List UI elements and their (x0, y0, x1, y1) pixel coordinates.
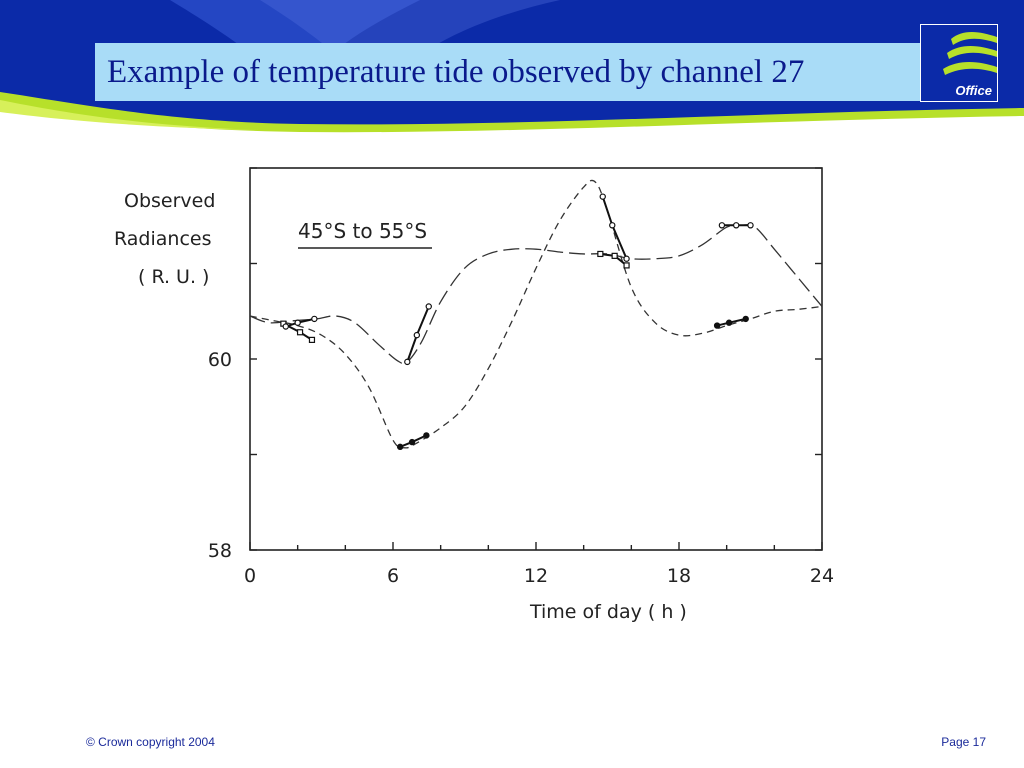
label-layer: 0 6 12 18 24 58 60 (208, 349, 834, 587)
observation-point (747, 222, 754, 229)
ylabel-line-3: ( R. U. ) (138, 266, 209, 288)
x-tick-label: 6 (387, 565, 399, 587)
observation-layer (280, 193, 754, 451)
observation-point (623, 255, 630, 262)
x-tick-label: 12 (524, 565, 548, 587)
met-office-logo: Office (920, 24, 998, 102)
logo-waves-icon (943, 32, 997, 75)
observation-point (742, 315, 749, 323)
observation-point (308, 336, 316, 343)
observation-point (733, 222, 740, 229)
series-layer (249, 179, 823, 449)
ylabel-line-1: Observed (124, 190, 215, 212)
x-axis-label: Time of day ( h ) (529, 601, 687, 623)
x-tick-label: 0 (244, 565, 256, 587)
tick-layer (249, 167, 823, 551)
x-tick-label: 18 (667, 565, 691, 587)
observation-point (404, 358, 411, 366)
observation-point (282, 323, 289, 330)
observation-point (725, 319, 733, 326)
observation-point (423, 432, 430, 439)
logo-text: Office (955, 83, 992, 98)
observation-point (408, 438, 416, 446)
observation-segment (601, 196, 628, 260)
observation-point (294, 319, 301, 326)
slide-title: Example of temperature tide observed by … (95, 43, 950, 101)
observation-point (311, 315, 318, 323)
y-tick-label: 60 (208, 349, 232, 371)
observation-point (396, 443, 404, 451)
x-tick-label: 24 (810, 565, 834, 587)
observation-point (611, 252, 618, 259)
observation-point (413, 331, 421, 339)
observation-point (597, 250, 604, 258)
y-tick-label: 58 (208, 540, 232, 562)
ylabel-line-2: Radiances (114, 228, 212, 250)
temperature-tide-chart: 0 6 12 18 24 58 60 Observed Radiances ( R. U. … (114, 167, 834, 623)
observation-point (623, 262, 630, 269)
observation-point (713, 322, 721, 329)
observation-point (425, 303, 432, 310)
observation-point (296, 329, 304, 336)
banner-green-accent (0, 100, 260, 130)
observation-point (718, 222, 726, 229)
observation-point (599, 193, 606, 200)
footer-page-number: Page 17 (941, 735, 986, 749)
footer-copyright: © Crown copyright 2004 (86, 735, 215, 749)
series-line-2 (249, 179, 823, 449)
banner-green-swoosh (0, 92, 1024, 133)
region-annotation: 45°S to 55°S (298, 219, 427, 243)
series-line-1 (249, 224, 823, 365)
observation-point (609, 222, 616, 229)
